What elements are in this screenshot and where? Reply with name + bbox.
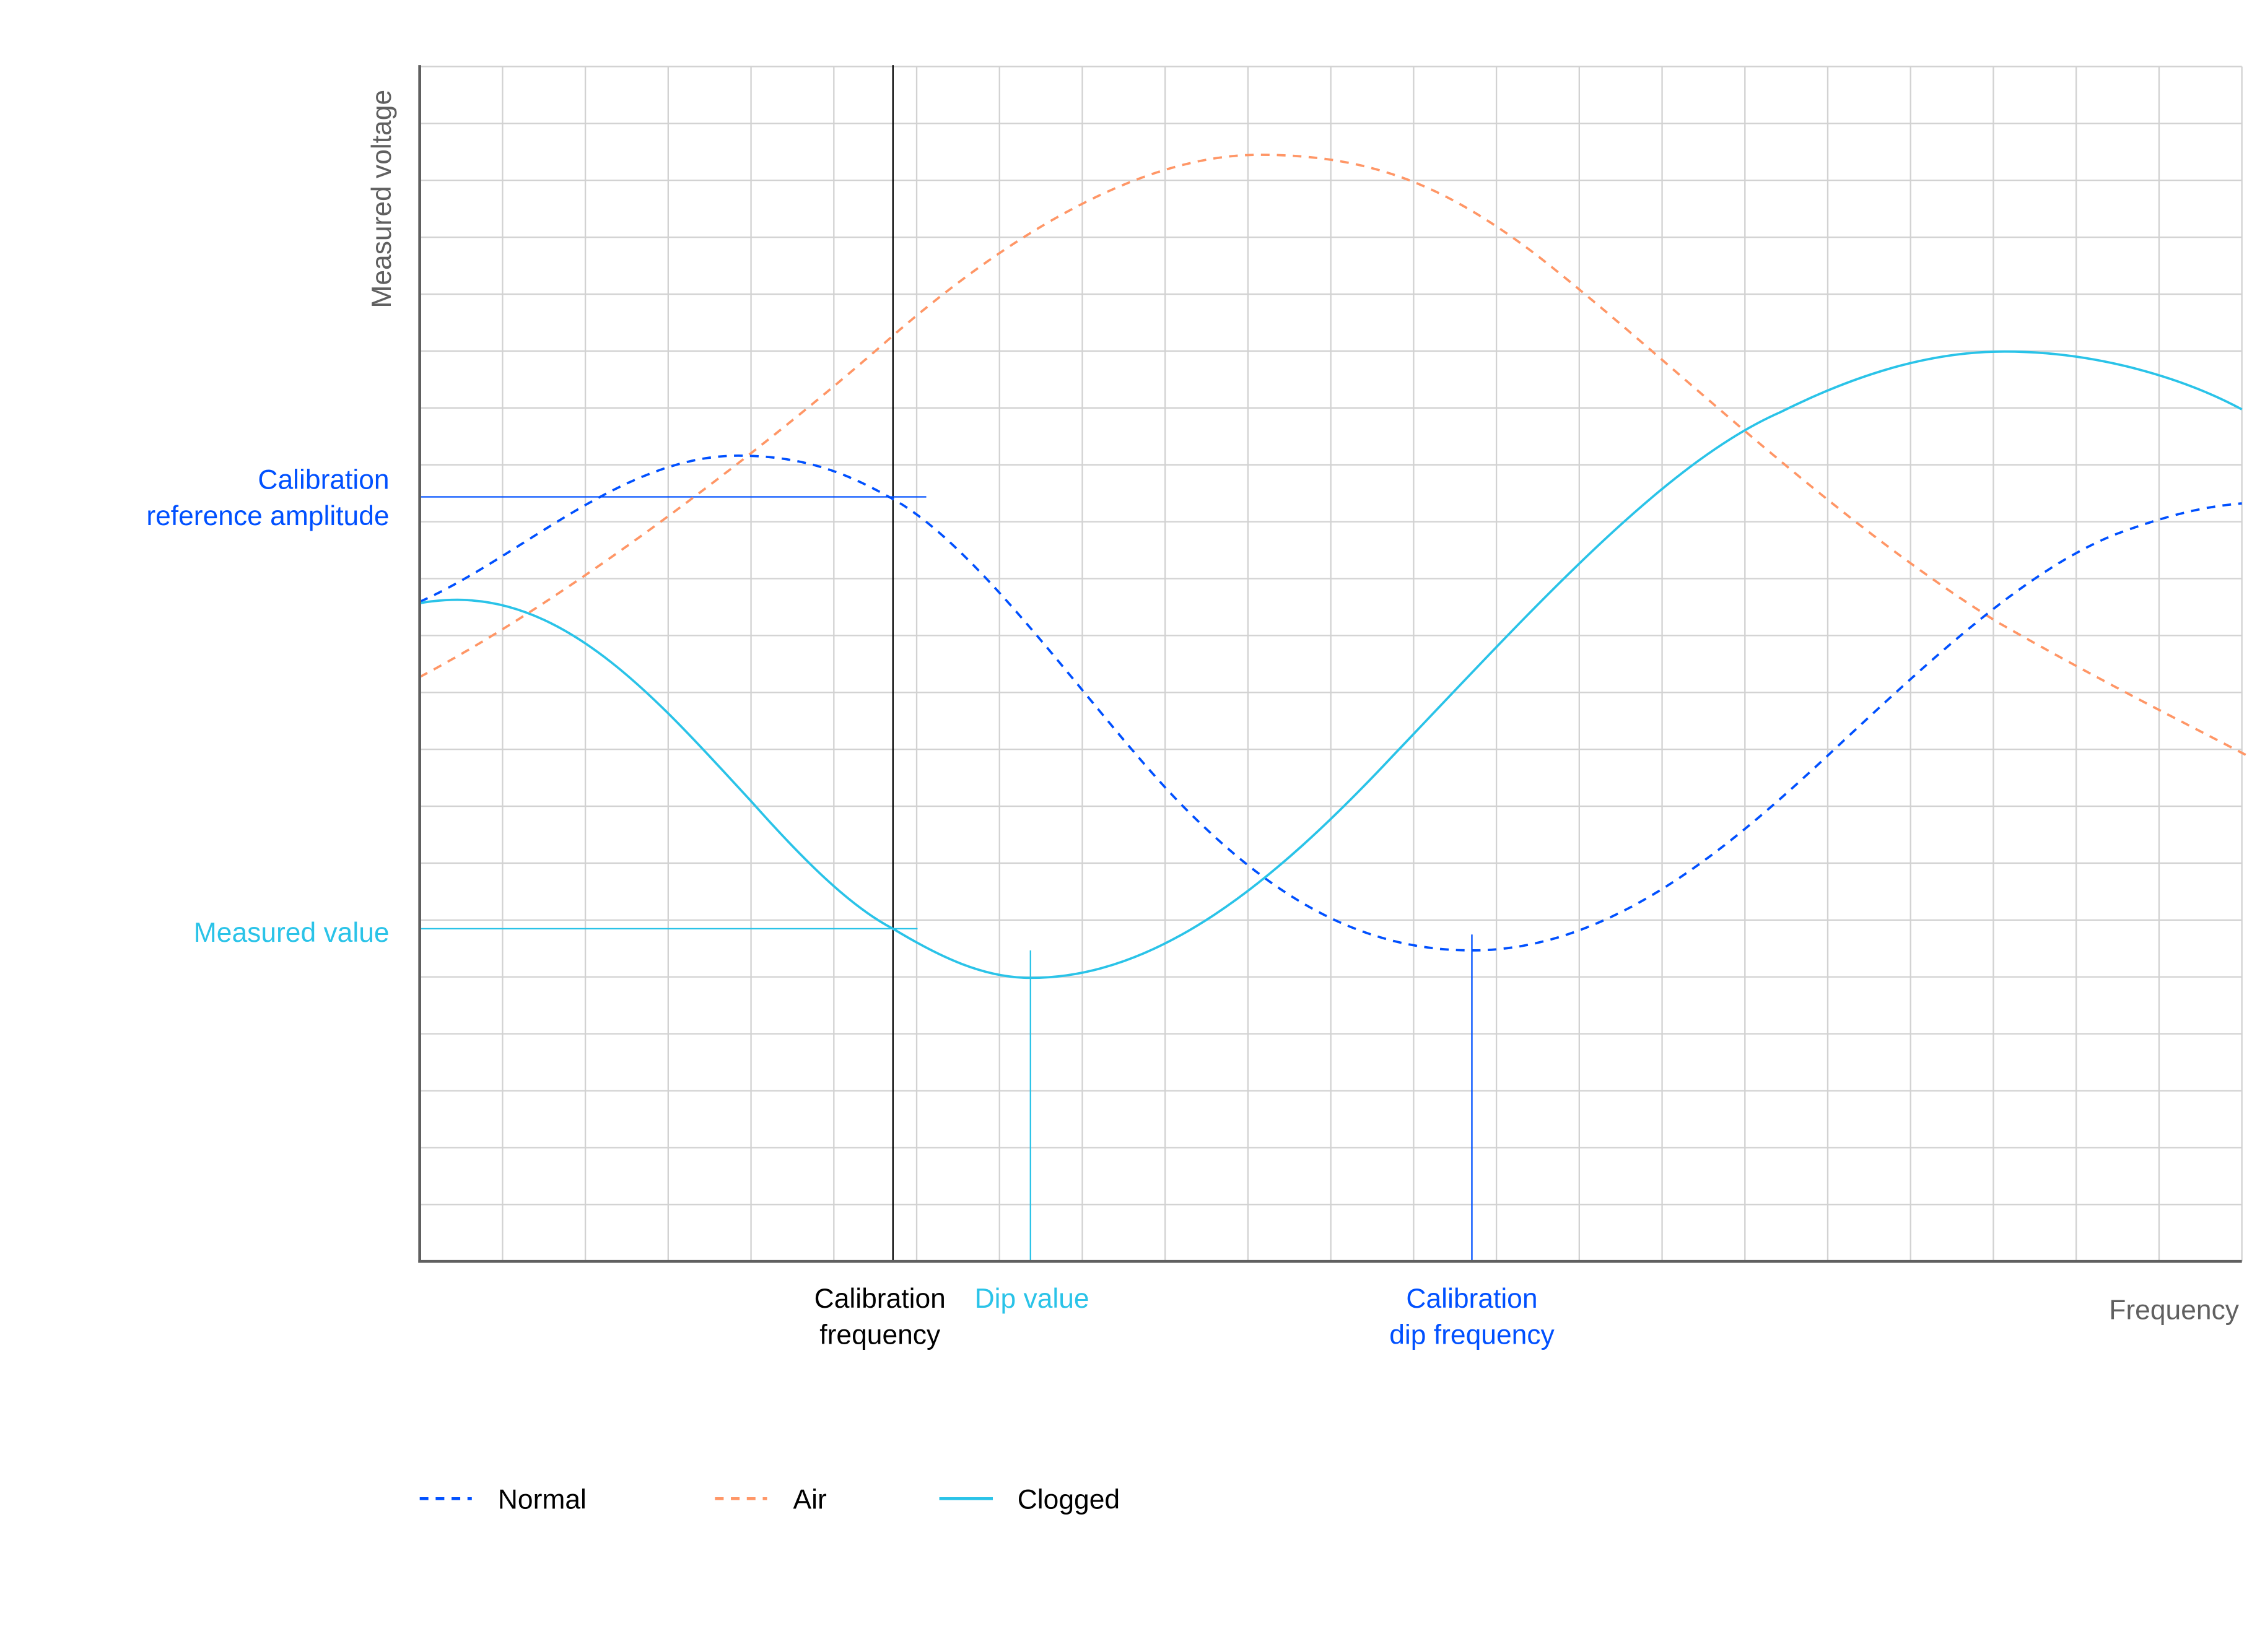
legend-air-label: Air [793, 1485, 827, 1515]
y-axis-title: Measured voltage [367, 90, 397, 308]
legend-item-normal[interactable]: Normal [419, 1485, 587, 1515]
calibration-dip-frequency-label-1: Calibration [1406, 1284, 1537, 1314]
reference-amplitude-label-2: reference amplitude [146, 501, 389, 531]
legend-item-air[interactable]: Air [715, 1485, 827, 1515]
reference-amplitude-label-1: Calibration [258, 465, 389, 495]
calibration-frequency-label-1: Calibration [814, 1284, 946, 1314]
x-axis-title: Frequency [2109, 1295, 2239, 1326]
legend-clogged-label: Clogged [1018, 1485, 1120, 1515]
grid [419, 66, 2242, 1262]
calibration-dip-frequency-label-2: dip frequency [1389, 1319, 1555, 1350]
calibration-frequency-label-2: frequency [819, 1319, 941, 1350]
legend: Normal Air Clogged [419, 1485, 1120, 1515]
series-clogged [419, 350, 2243, 980]
legend-normal-label: Normal [498, 1485, 587, 1515]
series-normal [419, 454, 2242, 952]
series-air [419, 154, 2247, 757]
measured-value-label: Measured value [194, 918, 390, 948]
legend-item-clogged[interactable]: Clogged [939, 1485, 1120, 1515]
dip-value-label: Dip value [975, 1284, 1089, 1314]
